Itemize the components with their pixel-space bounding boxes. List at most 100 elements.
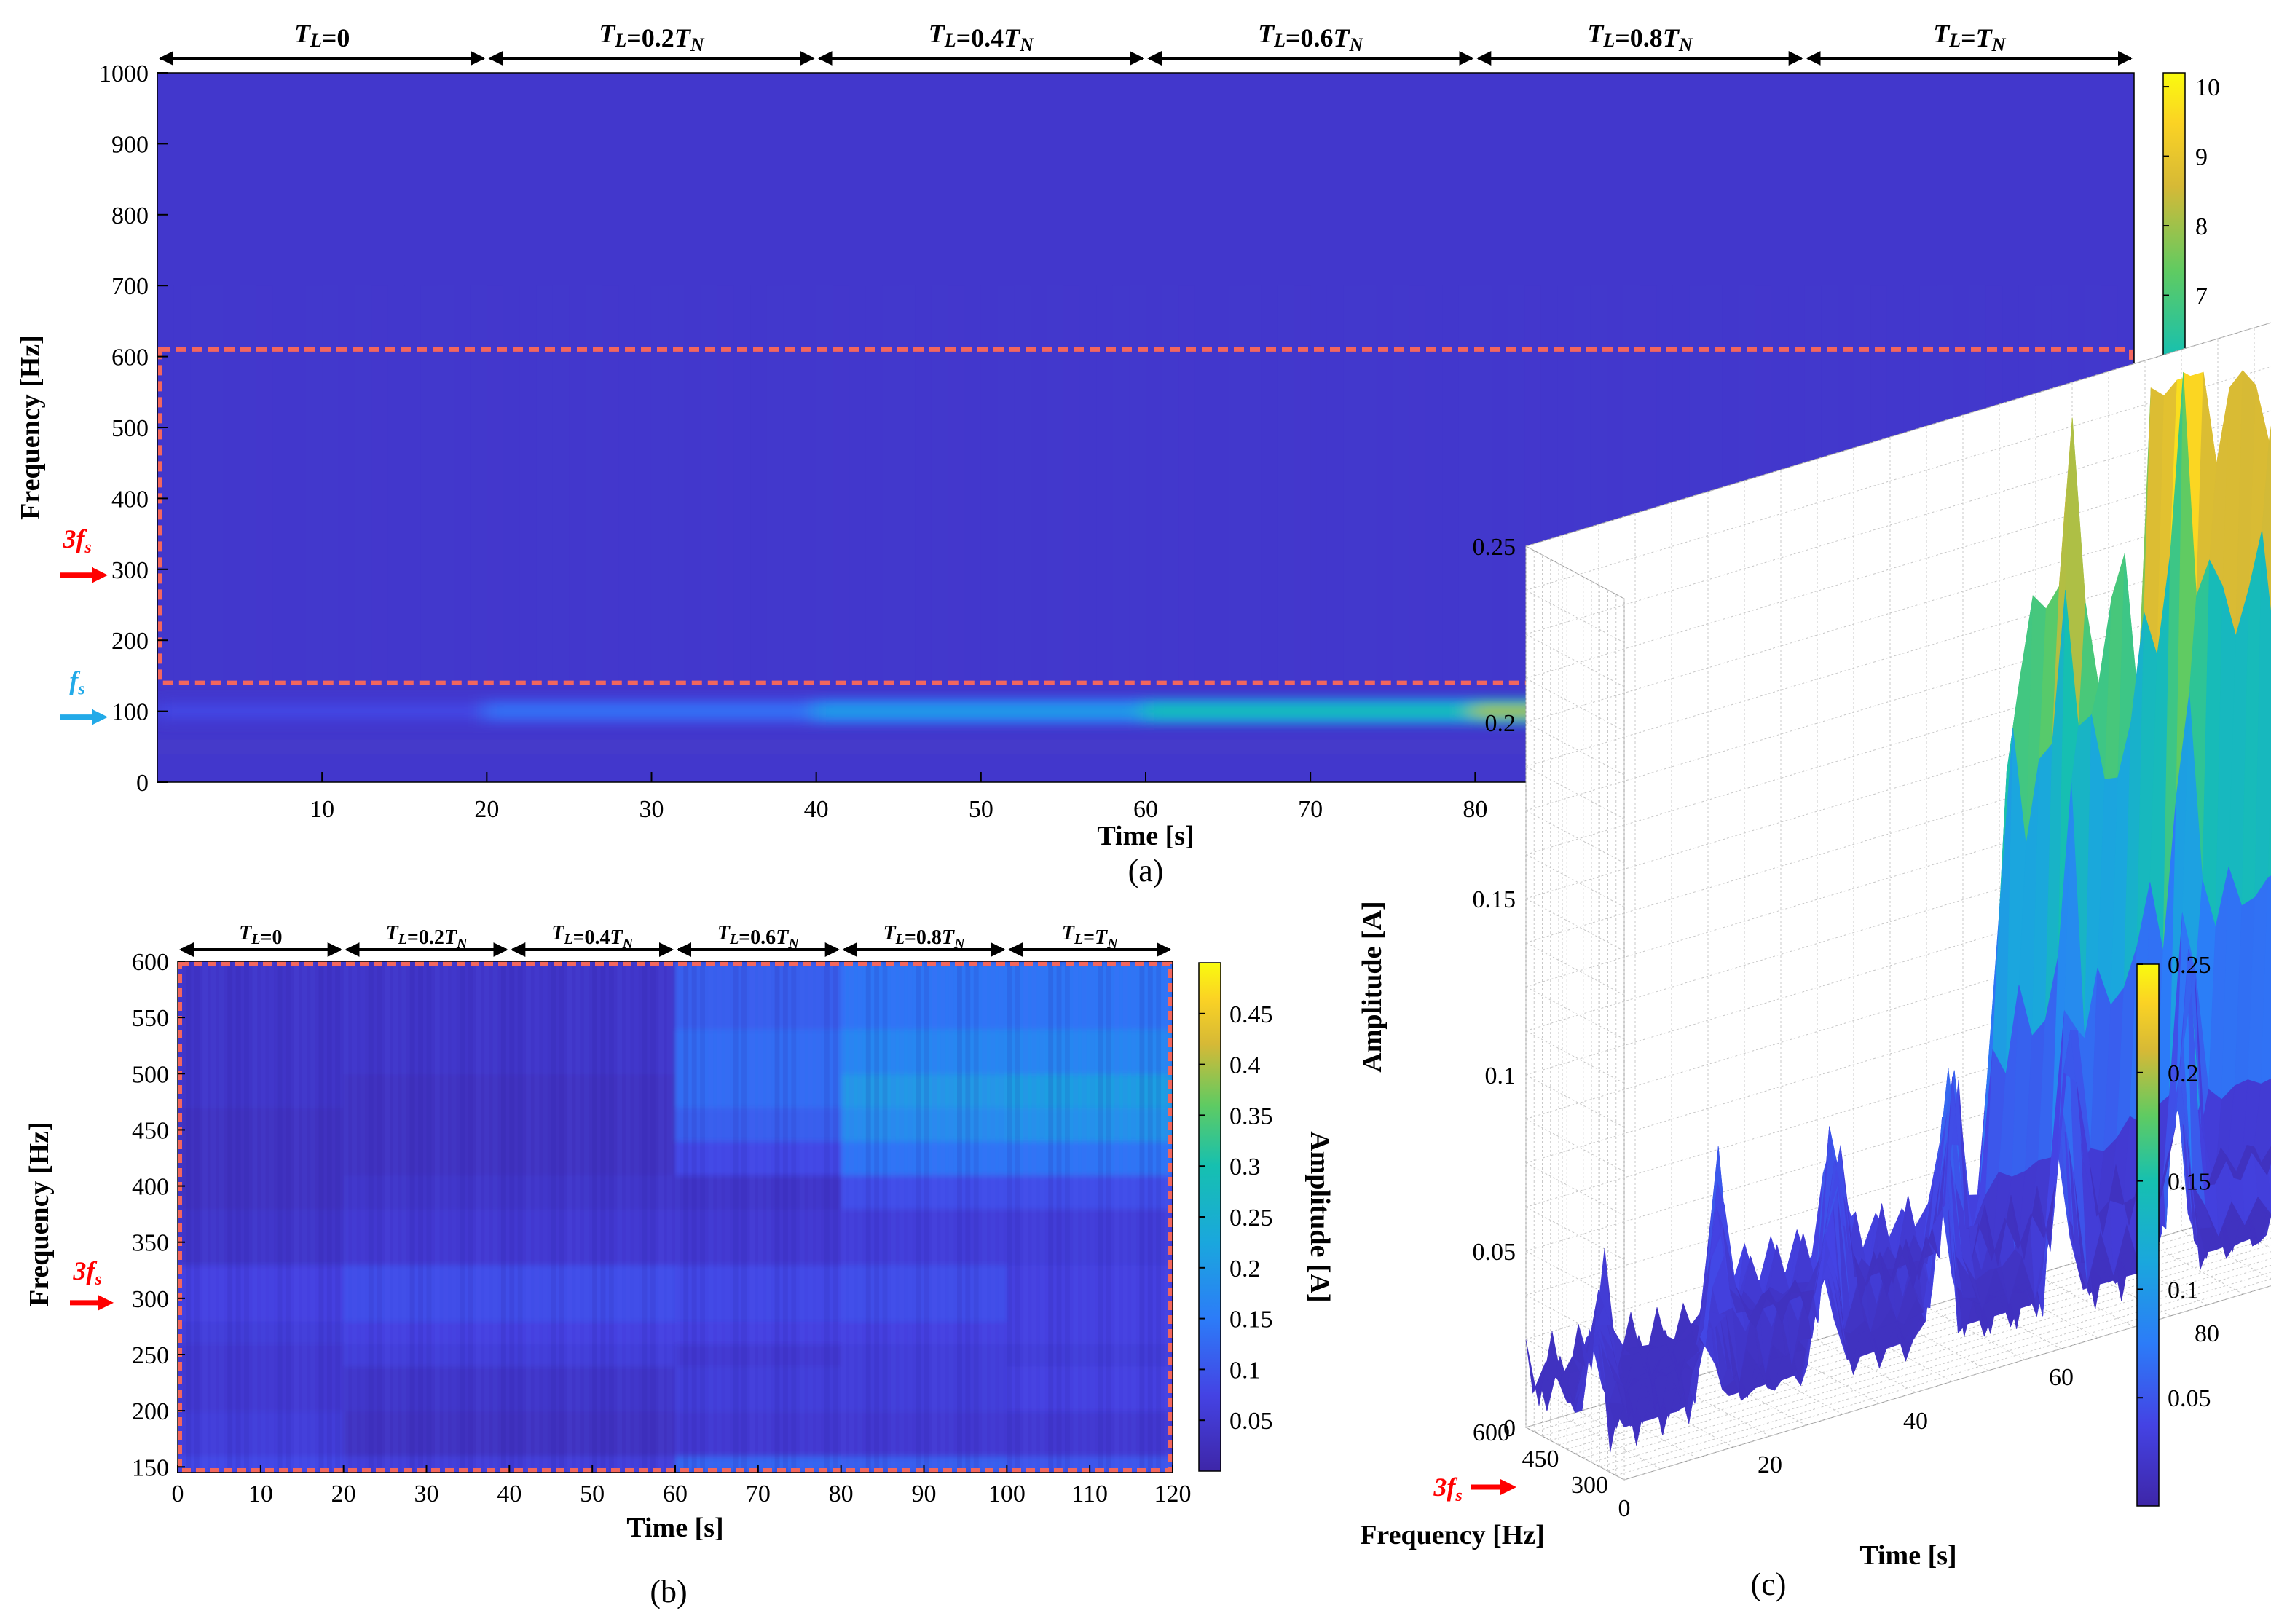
chart-b-stripe — [235, 961, 241, 1473]
chart-b-stripe — [932, 961, 937, 1473]
chart-b-ctick-label: 0.3 — [1229, 1154, 1261, 1180]
chart-b-stripe — [418, 961, 423, 1473]
chart-b-stripe — [318, 961, 324, 1473]
chart-b: 0 10 20 30 40 50 60 70 80 90 100 110 120 150 200 250 300… — [24, 922, 1335, 1609]
chart-a-texture-col — [1475, 285, 1492, 683]
chart-b-stripe — [326, 961, 332, 1473]
chart-a-band-core — [813, 705, 1149, 717]
chart-a-texture-col — [1129, 285, 1146, 683]
chart-b-stripe — [808, 961, 813, 1473]
chart-b-ytick-label: 550 — [132, 1005, 169, 1032]
chart-b-cell — [343, 1140, 511, 1176]
chart-a-texture-col — [866, 285, 883, 682]
chart-a-texture-col — [454, 285, 471, 682]
chart-b-cell — [1007, 1107, 1173, 1142]
chart-b-cell — [178, 1140, 345, 1176]
chart-a-texture-col — [668, 285, 685, 683]
chart-b-segment-label: TL=0.2TN — [386, 922, 468, 952]
chart-b-ctick-label: 0.45 — [1229, 1001, 1273, 1028]
chart-a-xtick-label: 80 — [1463, 796, 1487, 823]
chart-b-stripe — [1106, 961, 1111, 1473]
chart-a-ytick-label: 900 — [111, 131, 149, 158]
chart-b-colorbar-label: Amplitude [A] — [1304, 1131, 1335, 1302]
chart-b-cell — [675, 1343, 842, 1367]
chart-b-stripe — [460, 961, 465, 1473]
chart-c-gridline — [1623, 1285, 2271, 1481]
chart-a-ctick-label: 7 — [2195, 283, 2208, 310]
chart-a-marker-arrow — [60, 709, 108, 725]
chart-b-stripe — [725, 961, 731, 1473]
chart-b-cell — [675, 1073, 842, 1108]
chart-a-xtick-label: 10 — [310, 796, 334, 823]
chart-b-cell — [841, 1140, 1008, 1176]
chart-c-gridline — [1562, 1416, 1661, 1470]
chart-a-texture-col — [948, 285, 965, 683]
chart-c-gridline — [1926, 1306, 2026, 1360]
chart-b-ytick-label: 250 — [132, 1342, 169, 1369]
chart-b-stripe — [816, 961, 822, 1473]
chart-b-cell — [178, 1264, 345, 1322]
chart-b-stripe — [916, 961, 921, 1473]
chart-b-ylabel: Frequency [Hz] — [24, 1122, 55, 1306]
chart-c-gridline — [1525, 545, 1625, 599]
chart-b-stripe — [509, 961, 515, 1473]
chart-a-band-core — [484, 705, 819, 717]
chart-b-stripe — [227, 961, 233, 1473]
chart-b-marker-arrow — [70, 1294, 114, 1311]
chart-b-stripe — [1147, 961, 1153, 1473]
chart-a-texture-col — [1146, 285, 1162, 682]
chart-b-stripe — [1131, 961, 1136, 1473]
chart-b-segment-label: TL=0.8TN — [883, 922, 966, 952]
chart-c-ztick-label: 0.1 — [1485, 1063, 1516, 1089]
chart-a-texture-col — [552, 285, 570, 683]
chart-b-stripe — [219, 961, 224, 1473]
chart-a-texture-col — [520, 285, 537, 682]
chart-c-ctick-label: 0.15 — [2168, 1169, 2211, 1196]
chart-c-xtick-label: 60 — [2049, 1364, 2074, 1391]
chart-b-cell — [675, 1455, 842, 1473]
chart-a-texture-col — [701, 285, 717, 682]
chart-b-stripe — [865, 961, 871, 1473]
chart-c-gridline — [1525, 366, 2271, 591]
chart-b-stripe — [948, 961, 954, 1473]
chart-b-stripe — [592, 961, 597, 1473]
chart-c-gridline — [1615, 1278, 2271, 1476]
chart-b-stripe — [874, 961, 880, 1473]
chart-b-stripe — [401, 961, 407, 1473]
chart-b-stripe — [360, 961, 366, 1473]
chart-a-marker-arrow — [60, 567, 108, 583]
chart-b-cell — [841, 1343, 1008, 1367]
chart-a-plot-area — [157, 73, 2134, 782]
chart-b-stripe — [940, 961, 946, 1473]
chart-b-ytick-label: 400 — [132, 1174, 169, 1201]
chart-a-texture-col — [1162, 285, 1179, 682]
chart-b-cell — [343, 1175, 511, 1210]
chart-c-gridline — [1525, 322, 2271, 547]
chart-a-texture-col — [1244, 285, 1262, 683]
chart-b-stripe — [1039, 961, 1045, 1473]
chart-b-stripe — [990, 961, 996, 1473]
chart-a-texture-col — [800, 285, 816, 682]
chart-b-stripe — [841, 961, 846, 1473]
chart-b-stripe — [708, 961, 714, 1473]
chart-b-cell — [1007, 1175, 1173, 1210]
chart-b-stripe — [194, 961, 200, 1473]
chart-a-texture-col — [289, 285, 306, 682]
chart-a-texture-col — [767, 285, 784, 682]
chart-c-gridline — [1599, 1264, 2271, 1467]
chart-a-texture-col — [1360, 285, 1377, 683]
chart-a-texture-col — [1310, 285, 1327, 682]
chart-b-stripe — [666, 961, 672, 1473]
chart-b-xtick-label: 0 — [172, 1481, 184, 1507]
chart-b-xtick-label: 60 — [663, 1481, 688, 1507]
chart-a-ctick-label: 9 — [2195, 144, 2208, 171]
chart-c-gridline — [1525, 1074, 1625, 1128]
chart-a-texture-col — [306, 285, 323, 682]
chart-a-xlabel: Time [s] — [1097, 821, 1194, 851]
chart-c-gridline — [1591, 1258, 2271, 1463]
chart-b-cell — [509, 1140, 676, 1176]
chart-a-ytick-label: 500 — [111, 415, 149, 442]
chart-a-texture-col — [536, 285, 553, 682]
chart-c-ztick-label: 0.2 — [1485, 710, 1516, 737]
chart-b-stripe — [352, 961, 357, 1473]
